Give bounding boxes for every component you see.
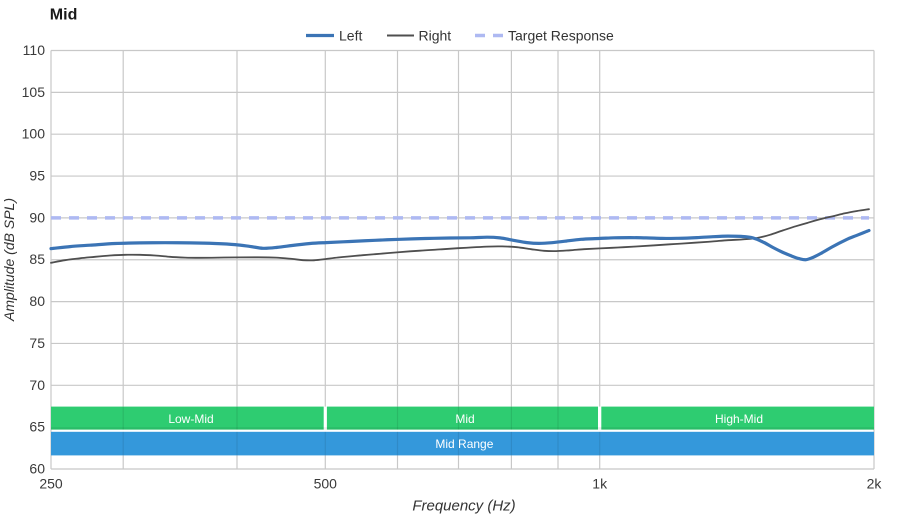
svg-text:Low-Mid: Low-Mid	[168, 412, 213, 426]
svg-text:60: 60	[29, 461, 45, 477]
svg-text:90: 90	[29, 209, 45, 225]
svg-text:Frequency (Hz): Frequency (Hz)	[412, 498, 515, 515]
svg-text:Amplitude (dB SPL): Amplitude (dB SPL)	[1, 198, 17, 322]
svg-text:Left: Left	[339, 27, 362, 43]
svg-text:1k: 1k	[592, 476, 608, 492]
svg-text:80: 80	[29, 293, 45, 309]
svg-text:250: 250	[39, 476, 63, 492]
svg-text:Mid Range: Mid Range	[435, 437, 493, 451]
svg-text:95: 95	[29, 168, 45, 184]
svg-text:Mid: Mid	[455, 412, 474, 426]
svg-text:85: 85	[29, 251, 45, 267]
svg-text:65: 65	[29, 419, 45, 435]
svg-text:105: 105	[22, 84, 46, 100]
svg-text:500: 500	[314, 476, 338, 492]
svg-text:75: 75	[29, 335, 45, 351]
svg-text:Mid: Mid	[50, 7, 78, 24]
svg-text:Right: Right	[419, 27, 452, 43]
svg-text:High-Mid: High-Mid	[715, 412, 763, 426]
svg-text:Target Response: Target Response	[508, 27, 614, 43]
svg-text:70: 70	[29, 377, 45, 393]
svg-text:100: 100	[22, 126, 46, 142]
svg-text:2k: 2k	[867, 476, 883, 492]
svg-text:110: 110	[23, 42, 46, 58]
